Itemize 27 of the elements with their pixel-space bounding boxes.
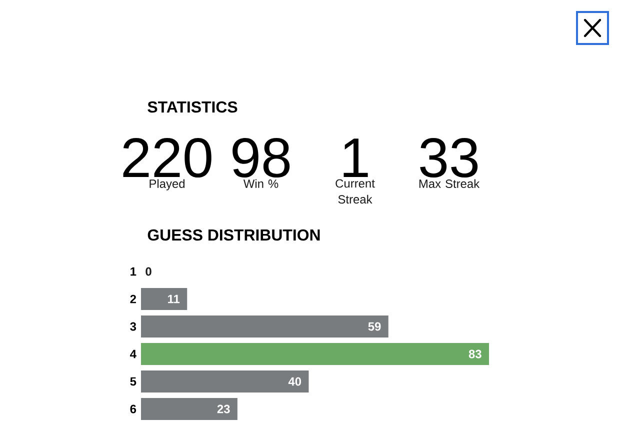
y-tick-label: 3 <box>130 322 136 331</box>
data-label: 23 <box>217 404 230 414</box>
text: STATISTICS <box>148 101 238 113</box>
bar <box>141 288 188 310</box>
data-label: 1 <box>344 138 368 177</box>
data-label: 33 <box>420 138 478 178</box>
y-tick-label: 2 <box>130 294 136 304</box>
data-label: 83 <box>468 350 482 358</box>
category-label: Max Streak <box>419 179 480 188</box>
y-tick-label: 5 <box>130 377 136 386</box>
bar <box>141 316 388 338</box>
bar <box>141 398 238 420</box>
category-label: Current Streak <box>336 179 375 204</box>
y-tick-label: 6 <box>130 404 136 414</box>
data-label: 11 <box>168 294 180 304</box>
y-tick-label: 1 <box>130 267 136 276</box>
data-label: 40 <box>288 377 302 386</box>
category-label: Win % <box>243 179 278 188</box>
data-label: 59 <box>368 322 381 331</box>
data-label: 0 <box>146 267 152 276</box>
chart-title: GUESS DISTRIBUTION <box>148 229 320 241</box>
data-label: 220 <box>123 138 212 178</box>
y-tick-label: 4 <box>130 350 136 358</box>
data-label: 98 <box>232 138 290 178</box>
category-label: Played <box>150 179 184 190</box>
bar <box>141 343 489 366</box>
bar <box>141 370 309 393</box>
